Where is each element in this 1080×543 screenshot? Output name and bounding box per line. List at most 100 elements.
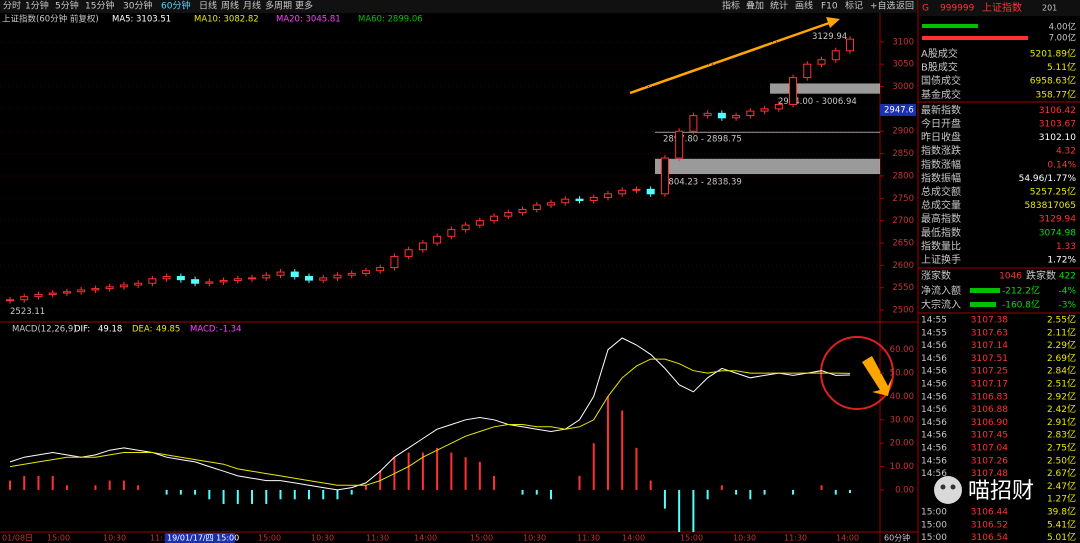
- trade-price: 3107.04: [971, 444, 1008, 454]
- candle: [760, 108, 769, 112]
- panel-value: 4.32: [1056, 147, 1076, 157]
- candle: [561, 198, 570, 204]
- y-tick-label: 2700: [892, 216, 914, 226]
- trade-price: 3107.38: [971, 316, 1008, 326]
- toolbar-button[interactable]: 返回: [896, 0, 914, 12]
- trade-volume: 2.50亿: [1047, 454, 1076, 466]
- panel-value: 3102.10: [1039, 133, 1076, 143]
- trade-price: 3106.52: [971, 520, 1008, 530]
- macd-legend-name: DIF:: [74, 325, 90, 335]
- panel-label: 国债成交: [921, 74, 961, 87]
- legend-name: MA10:: [194, 15, 221, 25]
- trade-time: 14:56: [921, 341, 947, 351]
- cursor-time-tag: [165, 533, 235, 543]
- toolbar-button[interactable]: 标记: [845, 0, 863, 12]
- candle: [404, 249, 413, 257]
- trade-volume: 2.11亿: [1047, 326, 1076, 338]
- panel-label: 昨日收盘: [921, 131, 961, 144]
- x-tick-label: 15:00: [47, 534, 70, 543]
- legend-name: MA20:: [276, 15, 303, 25]
- candle: [447, 229, 456, 237]
- y-tick-label: 2850: [892, 149, 914, 159]
- trade-volume: 2.83亿: [1047, 429, 1076, 441]
- toolbar-tab[interactable]: 5分钟: [55, 0, 79, 12]
- panel-label: 总成交量: [921, 199, 961, 212]
- candle: [262, 274, 271, 279]
- toolbar-button[interactable]: F10: [821, 2, 838, 12]
- trade-time: 14:56: [921, 380, 947, 390]
- toolbar-tab[interactable]: 分时: [3, 0, 21, 12]
- trade-time: 15:00: [921, 508, 947, 518]
- panel-value: 5201.89亿: [1030, 48, 1076, 60]
- trade-time: 14:56: [921, 469, 947, 479]
- candle: [347, 272, 356, 276]
- x-tick-label: 01/08日: [2, 534, 33, 543]
- candle: [547, 202, 556, 206]
- toolbar-button[interactable]: 统计: [770, 0, 788, 12]
- candle: [48, 292, 57, 295]
- toolbar-button[interactable]: 叠加: [746, 1, 764, 12]
- trade-volume: 5.01亿: [1047, 531, 1076, 543]
- trade-time: 14:56: [921, 456, 947, 466]
- flow-label: 大宗流入: [921, 298, 961, 311]
- candle: [361, 270, 370, 274]
- panel-value: 5257.25亿: [1030, 186, 1076, 198]
- x-tick-label: 14:00: [622, 534, 645, 543]
- toolbar-tab[interactable]: 周线: [221, 0, 239, 12]
- flow-bar: [970, 288, 1000, 293]
- trade-time: 14:56: [921, 367, 947, 377]
- y-tick-label: 2500: [892, 306, 914, 316]
- bar-label: 7.00亿: [1049, 33, 1076, 44]
- gap-label: 2897.80 - 2898.75: [663, 135, 742, 145]
- y-tick-label: 2550: [892, 283, 914, 293]
- candle: [575, 198, 584, 202]
- toolbar-tab[interactable]: 多周期: [265, 0, 292, 12]
- toolbar-tab[interactable]: 月线: [243, 0, 261, 12]
- trade-time: 15:00: [921, 520, 947, 530]
- toolbar-tab[interactable]: 日线: [199, 0, 217, 12]
- flow-pct: -4%: [1058, 287, 1076, 297]
- macd-legend-name: DEA:: [132, 325, 152, 335]
- trade-time: 14:56: [921, 418, 947, 428]
- trade-volume: 2.47亿: [1047, 480, 1076, 492]
- candle: [333, 274, 342, 279]
- panel-label: 总成交额: [921, 185, 961, 198]
- macd-legend-value: 49.18: [98, 325, 122, 335]
- candle: [390, 255, 399, 269]
- trend-arrow: [629, 20, 833, 95]
- trade-price: 3107.63: [971, 328, 1008, 338]
- y-tick-label: 2650: [892, 239, 914, 249]
- y-tick-label: 2600: [892, 261, 914, 271]
- trade-volume: 2.51亿: [1047, 378, 1076, 390]
- toolbar-tab[interactable]: 1分钟: [25, 0, 49, 12]
- candle: [461, 224, 470, 231]
- candle: [304, 276, 313, 281]
- x-tick-label: 11:30: [150, 534, 173, 543]
- toolbar-button[interactable]: 画线: [795, 0, 813, 12]
- x-tick-label: 15:00: [470, 534, 493, 543]
- trade-time: 14:55: [921, 316, 947, 326]
- toolbar-tab[interactable]: 更多: [295, 0, 313, 12]
- toolbar-tab[interactable]: 15分钟: [85, 0, 114, 12]
- candle: [20, 296, 29, 301]
- y-tick-label: 2900: [892, 127, 914, 137]
- candle: [91, 288, 100, 291]
- candle: [119, 284, 128, 288]
- toolbar-tab[interactable]: 30分钟: [123, 0, 152, 12]
- candle: [376, 267, 385, 272]
- gap-label: 2984.00 - 3006.94: [778, 97, 857, 107]
- panel-header-bg: [919, 0, 1080, 16]
- y-tick-label: 3000: [892, 82, 914, 92]
- bar-label: 4.00亿: [1049, 22, 1076, 33]
- toolbar-button[interactable]: +自选: [870, 0, 896, 12]
- candle: [646, 188, 655, 195]
- panel-value: 3103.67: [1039, 120, 1076, 130]
- toolbar-tab[interactable]: 60分钟: [161, 0, 190, 12]
- toolbar-button[interactable]: 指标: [722, 0, 740, 12]
- flow-bar: [970, 302, 996, 307]
- trade-volume: 2.42亿: [1047, 403, 1076, 415]
- panel-value: 583817065: [1024, 201, 1076, 211]
- trade-price: 3106.83: [971, 392, 1008, 402]
- legend-name: MA60:: [358, 15, 385, 25]
